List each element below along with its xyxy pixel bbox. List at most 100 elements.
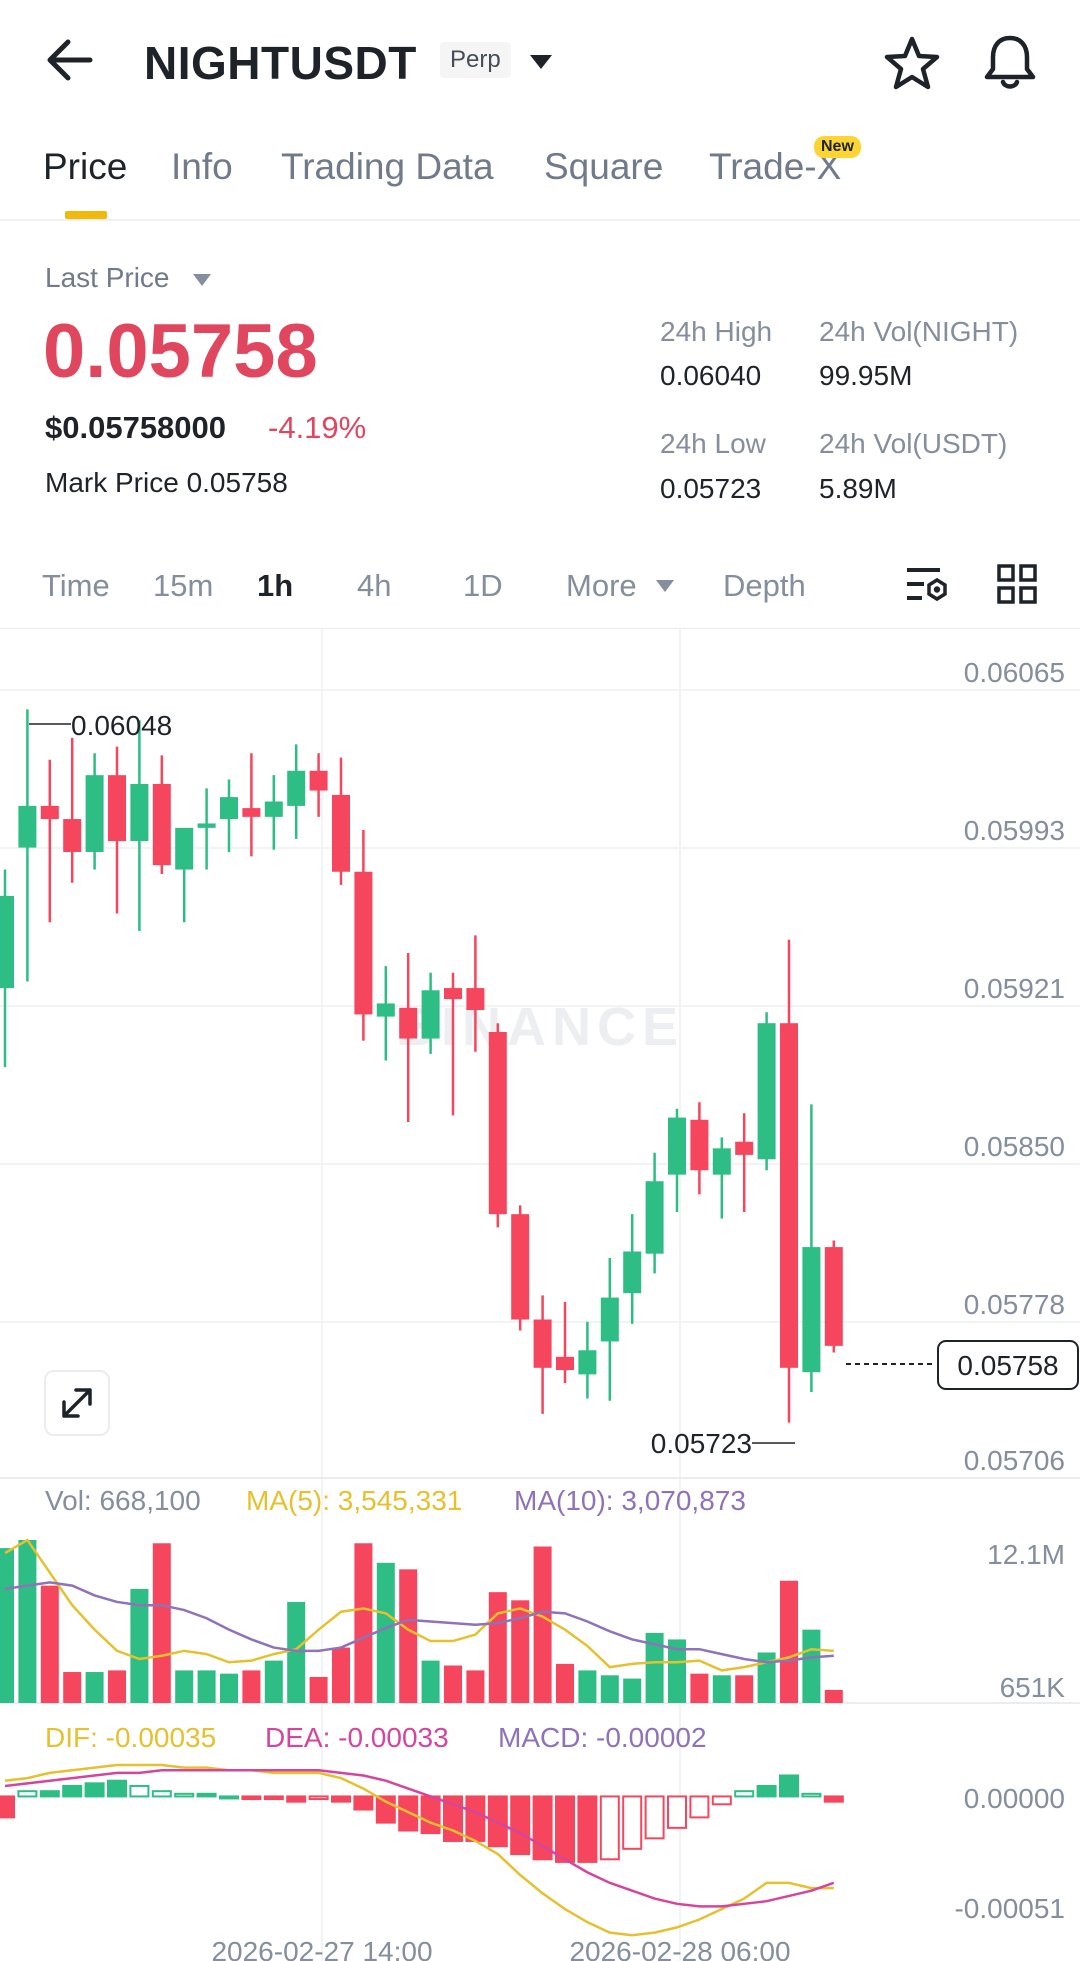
candle-body — [18, 805, 37, 848]
high-24h-value: 0.06040 — [660, 360, 762, 391]
price-axis-label: 0.05921 — [964, 973, 1065, 1004]
volume-bar — [421, 1660, 440, 1703]
star-icon[interactable] — [882, 34, 942, 94]
interval-depth[interactable]: Depth — [723, 568, 806, 603]
candle-body — [332, 794, 350, 872]
volume-bar — [264, 1660, 283, 1703]
volume-bar — [40, 1585, 59, 1703]
dropdown-caret-icon[interactable] — [528, 52, 554, 72]
ma5-line — [4, 1538, 834, 1672]
candle-body — [757, 1023, 776, 1160]
interval-more[interactable]: More — [566, 568, 637, 603]
candle-body — [712, 1148, 731, 1175]
volume-bar — [623, 1678, 642, 1703]
expand-chart-button[interactable] — [44, 1370, 110, 1436]
volume-bar — [18, 1540, 37, 1703]
volume-bar — [0, 1548, 14, 1703]
macd-bar — [801, 1792, 822, 1798]
volume-bar — [287, 1601, 306, 1703]
last-price-caret-icon[interactable] — [191, 272, 213, 288]
price-change-percent: -4.19% — [268, 410, 367, 445]
candle-body — [645, 1181, 664, 1254]
candle-body — [130, 783, 149, 842]
macd-bar — [107, 1779, 127, 1798]
candle-body — [376, 1003, 395, 1017]
candle-body — [197, 823, 216, 828]
interval-time[interactable]: Time — [42, 568, 110, 603]
macd-bar — [689, 1795, 710, 1819]
price-chart[interactable]: BINANCE 0.06065 0.05993 0.05921 0.05850 … — [0, 628, 1080, 1961]
expand-icon — [62, 1388, 92, 1418]
macd-bar — [219, 1795, 239, 1800]
macd-bar — [39, 1790, 60, 1798]
last-price-label[interactable]: Last Price — [45, 262, 170, 293]
macd-bar — [510, 1795, 531, 1856]
macd-bar — [84, 1782, 105, 1798]
active-tab-indicator — [65, 211, 107, 219]
price-axis-label: 0.05778 — [964, 1289, 1065, 1320]
volume-bar — [735, 1675, 754, 1703]
volume-bar — [802, 1629, 821, 1703]
volume-bar — [556, 1663, 574, 1703]
new-badge: New — [814, 136, 861, 158]
current-price-value: 0.05758 — [957, 1350, 1058, 1381]
time-axis-label: 2026-02-27 14:00 — [211, 1936, 432, 1961]
macd-bar — [241, 1795, 262, 1801]
volume-bar — [332, 1647, 350, 1703]
price-axis-label: 0.06065 — [964, 657, 1065, 688]
volume-bar — [712, 1675, 731, 1703]
volume-bar — [466, 1670, 485, 1703]
volume-bar — [511, 1600, 530, 1703]
candle-body — [399, 1007, 418, 1039]
volume-bar — [757, 1652, 776, 1703]
macd-bar — [823, 1795, 844, 1803]
bell-icon[interactable] — [980, 32, 1040, 92]
volume-bar — [309, 1676, 328, 1703]
candle-body — [0, 895, 14, 989]
volume-bar — [85, 1672, 104, 1703]
symbol-title[interactable]: NIGHTUSDT — [144, 37, 417, 89]
tab-price[interactable]: Price — [43, 146, 128, 187]
tab-trading-data[interactable]: Trading Data — [281, 146, 494, 187]
candle-body — [533, 1319, 552, 1368]
interval-4h[interactable]: 4h — [357, 568, 392, 603]
low-marker: 0.05723 — [651, 1428, 752, 1459]
tab-info[interactable]: Info — [171, 146, 233, 187]
candle-body — [40, 805, 59, 820]
macd-bar — [644, 1795, 665, 1840]
volume-bar — [175, 1670, 194, 1703]
vol-axis-bottom: 651K — [1000, 1672, 1066, 1703]
interval-15m[interactable]: 15m — [153, 568, 214, 603]
macd-bar — [465, 1795, 486, 1842]
macd-bar — [711, 1795, 732, 1806]
interval-1d[interactable]: 1D — [463, 568, 503, 603]
ma5-legend: MA(5): 3,545,331 — [246, 1485, 462, 1516]
usd-price: $0.05758000 — [45, 410, 227, 445]
current-price-tag[interactable] — [937, 1340, 1079, 1390]
ma10-line — [4, 1581, 834, 1664]
back-arrow-icon[interactable] — [40, 30, 100, 90]
candle-body — [175, 827, 194, 870]
high-marker: 0.06048 — [71, 710, 172, 741]
interval-1h[interactable]: 1h — [257, 568, 294, 603]
volume-bar — [197, 1670, 216, 1703]
macd-bar — [263, 1795, 284, 1801]
chart-settings-icon[interactable] — [904, 562, 950, 606]
candle-body — [735, 1141, 754, 1155]
ma10-legend: MA(10): 3,070,873 — [514, 1485, 746, 1516]
vol-legend: Vol: 668,100 — [45, 1485, 201, 1516]
watermark: BINANCE — [396, 997, 684, 1057]
volume-bar — [63, 1672, 82, 1703]
vol-night-label: 24h Vol(NIGHT) — [819, 316, 1019, 347]
candle-body — [264, 801, 283, 817]
macd-bar — [353, 1795, 374, 1811]
tab-square[interactable]: Square — [544, 146, 664, 187]
tabs-divider — [0, 219, 1080, 221]
more-caret-icon[interactable] — [654, 578, 676, 594]
candle-body — [802, 1247, 821, 1373]
candle-body — [690, 1119, 709, 1171]
low-24h-label: 24h Low — [660, 428, 766, 459]
volume-bar — [578, 1670, 597, 1703]
last-price-value: 0.05758 — [43, 309, 318, 394]
grid-layout-icon[interactable] — [995, 562, 1039, 606]
